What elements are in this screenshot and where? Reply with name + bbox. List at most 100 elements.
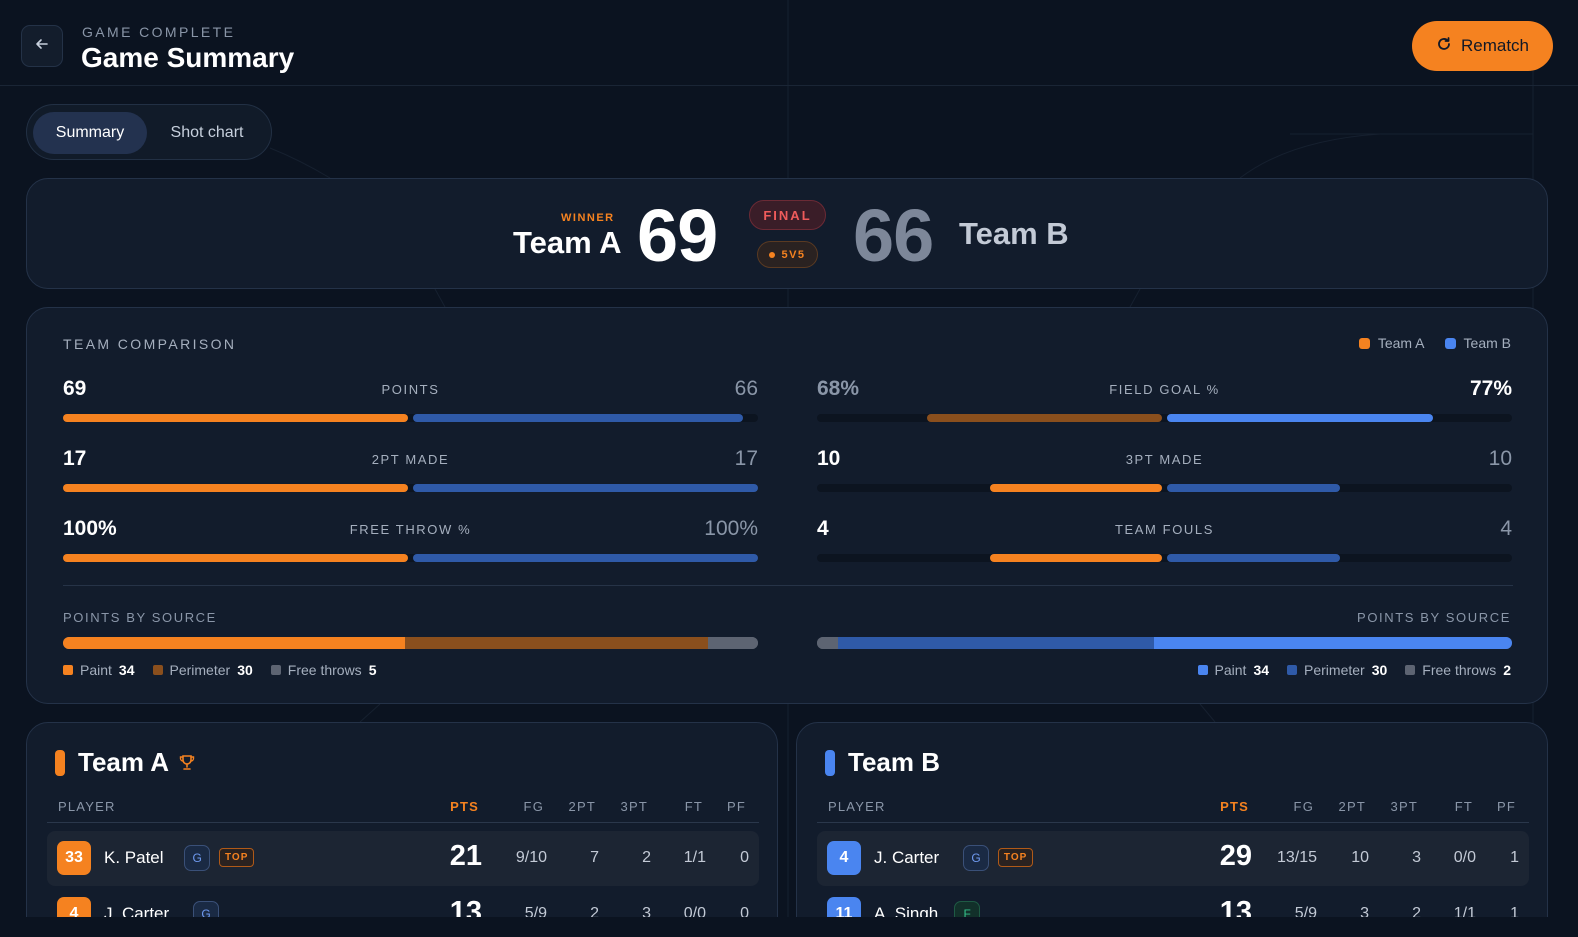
stat-value-b: 100% [704, 517, 758, 540]
stat-fg: 9/10 [515, 849, 547, 866]
team-a-name: Team A [513, 225, 622, 260]
top-bar: GAME COMPLETE Game Summary Rematch [0, 0, 1578, 86]
team-a-roster-card: Team A PLAYER PTS FG 2PT 3PT FT PF 33 K. Patel G T… [26, 722, 778, 937]
stat-bar-a [63, 484, 408, 492]
team-b-score: 66 [853, 194, 934, 277]
tab-shot-chart[interactable]: Shot chart [170, 124, 244, 141]
source-value: 5 [368, 662, 377, 678]
player-row[interactable]: 4 J. Carter G TOP 29 13/15 10 3 0/0 1 [817, 831, 1529, 886]
rematch-button[interactable]: Rematch [1412, 21, 1553, 71]
legend-team-a: Team A [1358, 335, 1425, 351]
source-value: 2 [1503, 662, 1511, 678]
player-row[interactable]: 33 K. Patel G TOP 21 9/10 7 2 1/1 0 [47, 831, 759, 886]
column-header-pf: PF [726, 799, 746, 814]
position-badge: G [963, 845, 990, 871]
column-header-player: PLAYER [828, 799, 886, 814]
source-value: 30 [1371, 662, 1388, 678]
legend-team-b: Team B [1444, 335, 1511, 351]
stat-value-b: 4 [1500, 517, 1512, 540]
team-a-roster-title: Team A [78, 747, 170, 777]
column-header-p3: 3PT [620, 799, 648, 814]
source-legend-item: Perimeter 30 [1287, 662, 1387, 678]
trophy-icon [179, 754, 195, 776]
stat-fg: 13/15 [1276, 849, 1317, 866]
view-tabs: Summary Shot chart [26, 104, 272, 160]
stat-p3: 2 [642, 849, 651, 866]
player-points: 21 [449, 840, 482, 872]
source-segment [1153, 637, 1512, 649]
stat-p3: 3 [1412, 849, 1421, 866]
game-mode-label: 5V5 [781, 248, 806, 261]
player-name: J. Carter [874, 848, 940, 867]
source-swatch [270, 665, 281, 675]
source-legend-item: Free throws 2 [1405, 662, 1511, 678]
stat-pf: 1 [1510, 905, 1519, 922]
stat-ft: 0/0 [1453, 849, 1476, 866]
arrow-left-icon [34, 36, 50, 57]
stat-value-b: 66 [734, 377, 758, 400]
stat-label: FREE THROW % [349, 522, 472, 537]
source-label: Paint [1214, 662, 1247, 678]
stat-row: 100% FREE THROW % 100% [63, 517, 758, 577]
column-header-pts: PTS [450, 799, 479, 814]
stat-value-a: 100% [63, 517, 117, 540]
column-header-fg: FG [523, 799, 544, 814]
stat-value-a: 68% [817, 377, 860, 400]
legend-label-b: Team B [1463, 335, 1511, 351]
dot-icon [769, 251, 776, 258]
source-label: Free throws [1422, 662, 1497, 678]
team-b-roster-card: Team B PLAYER PTS FG 2PT 3PT FT PF 4 J. Carter G T… [796, 722, 1548, 937]
source-title-a: POINTS BY SOURCE [63, 610, 217, 625]
column-header-player: PLAYER [58, 799, 116, 814]
stat-p2: 7 [590, 849, 599, 866]
stat-value-b: 10 [1488, 447, 1512, 470]
stat-track [817, 484, 1512, 492]
game-mode-badge: 5V5 [757, 241, 818, 268]
stat-bar-a [927, 414, 1162, 422]
team-b-stripe [825, 750, 835, 776]
stat-row: 4 TEAM FOULS 4 [817, 517, 1512, 577]
stat-bar-b [1167, 554, 1340, 562]
legend-label-a: Team A [1377, 335, 1425, 351]
refresh-icon [1436, 36, 1452, 57]
final-status-badge: FINAL [749, 200, 826, 230]
comparison-legend: Team A Team B [1358, 335, 1511, 351]
stat-row: 17 2PT MADE 17 [63, 447, 758, 507]
stat-bar-b [413, 554, 758, 562]
stat-bar-a [989, 484, 1162, 492]
team-a-stripe [55, 750, 65, 776]
source-legend-b: Paint 34 Perimeter 30 Free throws 2 [1197, 662, 1511, 678]
player-points: 29 [1219, 840, 1252, 872]
stat-label: FIELD GOAL % [1109, 382, 1220, 397]
source-swatch [152, 665, 163, 675]
source-segment [63, 637, 406, 649]
stat-p2: 3 [1360, 905, 1369, 922]
comparison-title: TEAM COMPARISON [63, 336, 237, 352]
source-label: Perimeter [1304, 662, 1365, 678]
winner-label: WINNER [561, 212, 615, 224]
source-segment [707, 637, 758, 649]
stat-pf: 0 [740, 849, 749, 866]
legend-swatch-a [1358, 337, 1370, 349]
stat-bar-b [1167, 414, 1433, 422]
back-button[interactable] [21, 25, 63, 67]
stat-value-b: 17 [734, 447, 758, 470]
source-swatch [63, 665, 73, 675]
stat-track [817, 414, 1512, 422]
column-header-fg: FG [1293, 799, 1314, 814]
stat-track [817, 554, 1512, 562]
source-label: Free throws [287, 662, 362, 678]
stat-bar-a [63, 554, 408, 562]
stat-p3: 2 [1412, 905, 1421, 922]
source-legend-item: Paint 34 [63, 662, 135, 678]
column-header-p2: 2PT [1338, 799, 1366, 814]
legend-swatch-b [1444, 337, 1456, 349]
top-scorer-badge: TOP [219, 848, 255, 867]
stat-row: 68% FIELD GOAL % 77% [817, 377, 1512, 437]
stat-track [63, 554, 758, 562]
stat-p2: 10 [1351, 849, 1369, 866]
source-value: 34 [1253, 662, 1270, 678]
rematch-label: Rematch [1460, 36, 1530, 55]
tab-summary[interactable]: Summary [33, 112, 147, 154]
header-divider [47, 822, 759, 823]
